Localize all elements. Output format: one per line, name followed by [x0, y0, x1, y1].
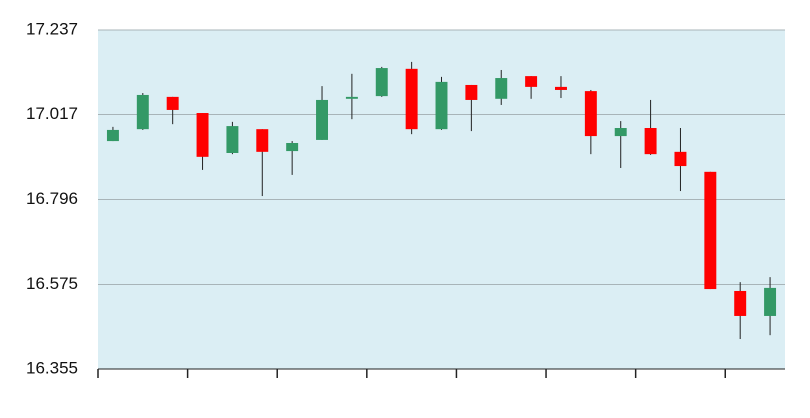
candle-body — [256, 129, 269, 152]
candle-body — [644, 128, 657, 155]
candle-body — [405, 68, 418, 130]
candle-body — [734, 290, 747, 316]
candle-body — [286, 143, 299, 152]
candle-body — [555, 86, 567, 90]
candle-body — [166, 96, 179, 110]
candle-body — [226, 126, 239, 153]
candle-body — [704, 171, 717, 290]
candle-body — [196, 113, 209, 157]
y-tick-label: 16.796 — [26, 189, 78, 208]
y-tick-label: 17.237 — [26, 19, 78, 38]
candle-body — [465, 84, 478, 100]
candle-body — [435, 81, 448, 130]
candle-body — [375, 68, 388, 97]
candle-body — [495, 78, 508, 99]
candle-body — [764, 287, 777, 316]
y-tick-label: 16.575 — [26, 274, 78, 293]
y-tick-label: 17.017 — [26, 104, 78, 123]
candle-body — [136, 94, 149, 130]
candle-body — [316, 99, 328, 140]
candle-body — [345, 96, 358, 99]
candle-body — [106, 129, 119, 142]
candle-body — [525, 76, 538, 87]
y-tick-label: 16.355 — [26, 358, 78, 377]
candle-body — [674, 151, 687, 167]
candle-body — [584, 91, 597, 137]
candle-body — [614, 128, 627, 137]
